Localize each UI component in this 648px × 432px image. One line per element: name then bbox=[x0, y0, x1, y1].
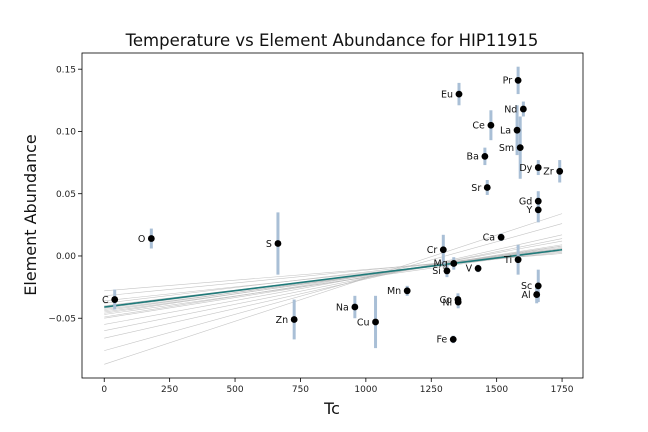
data-point bbox=[351, 303, 359, 311]
data-point bbox=[516, 144, 524, 152]
data-point bbox=[534, 164, 542, 171]
data-point bbox=[483, 184, 491, 191]
data-point bbox=[533, 291, 541, 298]
data-point bbox=[514, 256, 522, 264]
y-tick-label: 0.15 bbox=[56, 65, 76, 75]
point-label: Cu bbox=[357, 317, 370, 328]
point-label: Al bbox=[522, 290, 531, 301]
x-tick-label: 0 bbox=[101, 385, 107, 395]
data-point bbox=[443, 267, 451, 275]
data-point bbox=[111, 296, 119, 303]
point-label: C bbox=[102, 295, 109, 306]
point-label: Ni bbox=[442, 297, 452, 308]
y-axis-label: Element Abundance bbox=[21, 134, 40, 295]
data-point bbox=[450, 260, 458, 267]
y-tick-label: 0.05 bbox=[56, 190, 76, 200]
data-point bbox=[513, 126, 521, 134]
point-label: Mg bbox=[434, 259, 448, 270]
y-tick-label: 0.10 bbox=[56, 128, 76, 138]
data-point bbox=[534, 197, 542, 205]
y-tick-label: −0.05 bbox=[48, 314, 76, 324]
plot-frame bbox=[81, 52, 584, 379]
point-label: Fe bbox=[436, 335, 447, 346]
point-label: Y bbox=[525, 205, 532, 216]
point-label: O bbox=[138, 234, 145, 245]
data-point bbox=[487, 121, 495, 129]
point-label: Zn bbox=[276, 315, 289, 326]
x-tick-label: 750 bbox=[292, 385, 309, 395]
x-axis-label: Tc bbox=[323, 399, 340, 418]
data-point bbox=[290, 316, 298, 323]
point-label: Sc bbox=[521, 281, 532, 292]
data-point bbox=[372, 318, 379, 326]
point-label: Nd bbox=[504, 104, 517, 115]
point-label: Co bbox=[439, 295, 452, 306]
data-point bbox=[556, 167, 564, 175]
point-label: Ti bbox=[503, 255, 512, 266]
best-fit-line bbox=[104, 248, 563, 308]
y-tick-label: 0.00 bbox=[56, 252, 76, 262]
data-point bbox=[449, 335, 457, 343]
data-point bbox=[439, 246, 447, 254]
sample-lines bbox=[104, 213, 563, 365]
point-label: Ca bbox=[483, 233, 495, 244]
data-point bbox=[534, 282, 542, 290]
data-point bbox=[481, 152, 489, 160]
point-label: Cr bbox=[427, 245, 438, 256]
point-label: V bbox=[466, 264, 473, 275]
point-label: Sm bbox=[499, 143, 514, 154]
sample-fit-line bbox=[104, 244, 563, 318]
point-label: Gd bbox=[519, 196, 532, 207]
data-point bbox=[534, 206, 542, 214]
point-label: Sr bbox=[471, 183, 481, 194]
data-point bbox=[514, 76, 522, 84]
point-label: La bbox=[500, 126, 511, 137]
sample-fit-line bbox=[104, 240, 563, 325]
data-point bbox=[474, 265, 482, 272]
point-label: Mn bbox=[387, 286, 401, 297]
data-point bbox=[147, 235, 155, 242]
sample-fit-line bbox=[104, 245, 563, 319]
x-tick-label: 1250 bbox=[420, 385, 443, 395]
point-label: Dy bbox=[519, 163, 532, 174]
point-label: S bbox=[266, 239, 272, 250]
x-tick-label: 1500 bbox=[485, 385, 508, 395]
point-label: Ba bbox=[467, 152, 479, 163]
data-point bbox=[274, 240, 282, 247]
data-point bbox=[454, 298, 462, 306]
point-label: Pr bbox=[503, 76, 513, 87]
data-point bbox=[455, 90, 463, 98]
point-label: Si bbox=[432, 266, 441, 277]
point-label: Na bbox=[336, 302, 349, 313]
x-tick-label: 500 bbox=[226, 385, 243, 395]
point-label: Eu bbox=[441, 89, 453, 100]
point-label: Zr bbox=[543, 167, 554, 178]
data-point bbox=[497, 233, 505, 241]
x-tick-label: 250 bbox=[161, 385, 178, 395]
data-point bbox=[519, 105, 527, 113]
sample-fit-line bbox=[104, 245, 563, 314]
axes: 0 250 500 750 1000 1250 1500 1750 −0.05 0.00 0.05 0… bbox=[48, 65, 573, 395]
x-tick-label: 1000 bbox=[354, 385, 377, 395]
point-label: Ce bbox=[472, 121, 485, 132]
data-point bbox=[403, 287, 411, 295]
sample-fit-line bbox=[104, 213, 563, 365]
sample-fit-line bbox=[104, 238, 563, 331]
sample-fit-line bbox=[104, 223, 563, 351]
x-tick-label: 1750 bbox=[551, 385, 574, 395]
sample-fit-line bbox=[104, 234, 563, 339]
chart-title: Temperature vs Element Abundance for HIP… bbox=[125, 31, 539, 50]
